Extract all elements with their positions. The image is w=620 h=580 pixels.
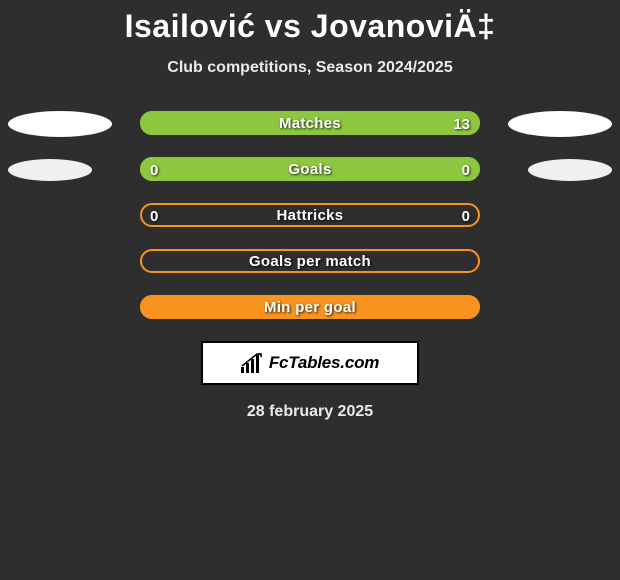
stat-row: Min per goal [0, 295, 620, 321]
player-ellipse-right [508, 111, 612, 137]
stat-bar: Hattricks [140, 203, 480, 227]
stat-row: Goals0 0 [0, 157, 620, 183]
stat-bar: Goals per match [140, 249, 480, 273]
stat-row: Goals per match [0, 249, 620, 275]
player-ellipse-right [528, 159, 612, 181]
logo-box: FcTables.com [201, 341, 419, 385]
stat-bar: Min per goal [140, 295, 480, 319]
bar-chart-icon [241, 353, 263, 373]
player-ellipse-left [8, 111, 112, 137]
stat-value-right: 0 [462, 203, 470, 229]
logo-text: FcTables.com [269, 353, 379, 373]
page-subtitle: Club competitions, Season 2024/2025 [0, 59, 620, 77]
stat-value-left: 0 [150, 157, 158, 183]
stat-value-right: 0 [462, 157, 470, 183]
stat-row: Hattricks0 0 [0, 203, 620, 229]
stat-bar: Goals [140, 157, 480, 181]
player-ellipse-left [8, 159, 92, 181]
stats-rows: Matches13Goals00Hattricks00Goals per mat… [0, 111, 620, 321]
stat-value-right: 13 [453, 111, 470, 137]
stat-label: Goals per match [140, 249, 480, 273]
page-date: 28 february 2025 [0, 403, 620, 421]
stat-bar: Matches [140, 111, 480, 135]
stat-value-left: 0 [150, 203, 158, 229]
stat-row: Matches13 [0, 111, 620, 137]
page-title: Isailović vs JovanoviÄ‡ [0, 0, 620, 45]
stat-label: Matches [140, 111, 480, 135]
stat-label: Goals [140, 157, 480, 181]
stat-label: Min per goal [140, 295, 480, 319]
stat-label: Hattricks [140, 203, 480, 227]
